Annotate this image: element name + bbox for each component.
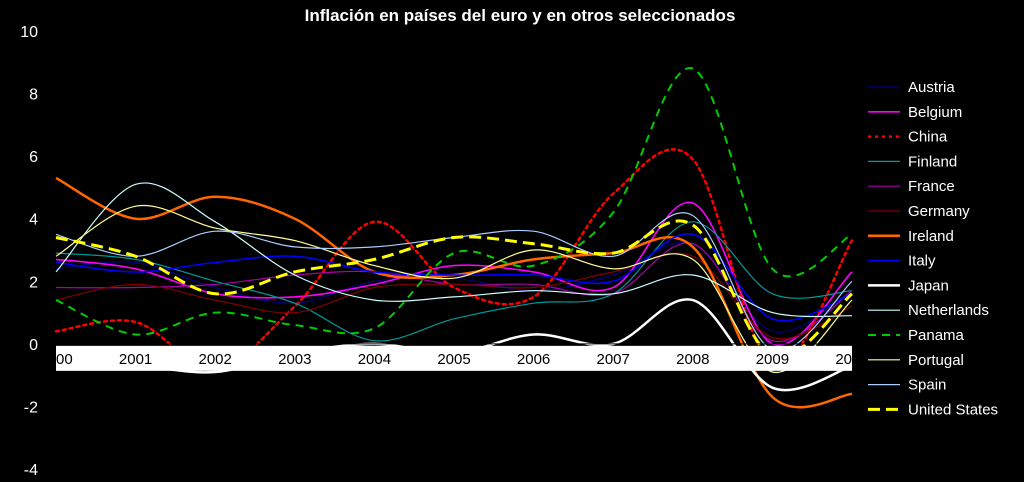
legend-item-ireland: Ireland	[868, 228, 954, 245]
legend-item-finland: Finland	[868, 153, 957, 170]
x-tick-label: 2003	[278, 351, 311, 368]
chart-title: Inflación en países del euro y en otros …	[305, 6, 736, 25]
legend-item-belgium: Belgium	[868, 104, 962, 121]
legend-item-italy: Italy	[868, 253, 936, 270]
x-tick-label: 2010	[835, 351, 868, 368]
legend-label: Panama	[908, 327, 965, 344]
legend-item-portugal: Portugal	[868, 352, 964, 369]
series-line-united-states	[55, 219, 853, 360]
y-tick-label: 2	[29, 274, 38, 291]
legend-label: Austria	[908, 79, 955, 96]
legend-label: Netherlands	[908, 302, 989, 319]
x-tick-label: 2005	[437, 351, 470, 368]
legend-item-spain: Spain	[868, 377, 946, 394]
x-tick-label: 2001	[119, 351, 152, 368]
legend-item-panama: Panama	[868, 327, 965, 344]
legend-item-china: China	[868, 129, 948, 146]
x-tick-label: 2000	[39, 351, 72, 368]
series-line-italy	[55, 233, 853, 322]
y-tick-label: 10	[20, 24, 38, 41]
legend-label: Spain	[908, 377, 946, 394]
series-line-japan	[55, 298, 853, 392]
series-line-austria	[55, 241, 853, 333]
legend-label: Belgium	[908, 104, 962, 121]
legend-label: Germany	[908, 203, 970, 220]
y-tick-label: 8	[29, 87, 38, 104]
legend-item-japan: Japan	[868, 277, 949, 294]
legend-label: China	[908, 129, 948, 146]
x-tick-label: 2002	[199, 351, 232, 368]
x-tick-label: 2006	[517, 351, 550, 368]
legend-item-france: France	[868, 178, 955, 195]
x-tick-label: 2007	[597, 351, 630, 368]
x-tick-label: 2009	[756, 351, 789, 368]
x-axis-band	[56, 345, 852, 371]
legend-label: United States	[908, 401, 998, 418]
legend-label: Japan	[908, 277, 949, 294]
legend-label: Italy	[908, 253, 936, 270]
legend-label: Finland	[908, 153, 957, 170]
series-line-portugal	[55, 204, 853, 373]
series-line-finland	[55, 221, 853, 342]
series-line-china	[54, 148, 854, 371]
y-tick-label: 6	[29, 149, 38, 166]
legend-item-united-states: United States	[868, 401, 998, 418]
legend-label: France	[908, 178, 955, 195]
y-tick-label: -4	[24, 462, 38, 479]
x-tick-label: 2004	[358, 351, 391, 368]
y-axis: 10 8 6 4 2 0 -2 -4	[20, 24, 38, 479]
legend-label: Ireland	[908, 228, 954, 245]
y-tick-label: -2	[24, 399, 38, 416]
x-tick-label: 2008	[676, 351, 709, 368]
x-axis: 2000 2001 2002 2003 2004 2005 2006 2007 2008 2009…	[39, 343, 869, 371]
y-tick-label: 4	[29, 212, 38, 229]
y-tick-label: 0	[29, 337, 38, 354]
legend-item-austria: Austria	[868, 79, 955, 96]
legend-item-netherlands: Netherlands	[868, 302, 989, 319]
legend-label: Portugal	[908, 352, 964, 369]
legend: Austria Belgium China Finland France Germany I…	[868, 79, 998, 418]
series-line-spain	[55, 212, 853, 352]
series-line-panama	[55, 67, 853, 336]
legend-item-germany: Germany	[868, 203, 970, 220]
